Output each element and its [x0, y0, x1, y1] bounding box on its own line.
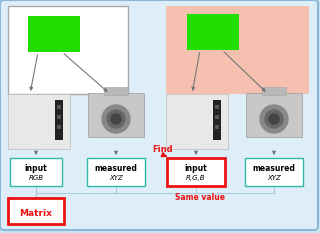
Bar	[215, 115, 219, 119]
Circle shape	[269, 114, 279, 124]
Bar	[166, 6, 309, 94]
Bar	[88, 93, 144, 137]
Bar	[28, 16, 80, 52]
Bar	[104, 87, 128, 95]
Text: R,G,B: R,G,B	[186, 175, 206, 181]
Bar	[167, 158, 225, 186]
Bar	[213, 100, 221, 140]
Bar	[87, 158, 145, 186]
Bar	[246, 93, 302, 137]
Text: Find: Find	[153, 145, 173, 154]
Bar	[57, 115, 61, 119]
Circle shape	[260, 105, 288, 133]
Bar	[57, 105, 61, 109]
Text: measured: measured	[252, 164, 295, 173]
Text: XYZ: XYZ	[267, 175, 281, 181]
Text: XYZ: XYZ	[109, 175, 123, 181]
Bar	[166, 94, 228, 149]
Bar	[55, 100, 63, 140]
Bar	[215, 125, 219, 129]
Text: input: input	[25, 164, 47, 173]
Bar	[245, 158, 303, 186]
Bar	[8, 6, 128, 94]
Bar	[187, 14, 239, 50]
Bar	[10, 158, 62, 186]
Circle shape	[102, 105, 130, 133]
Text: Same value: Same value	[175, 193, 225, 202]
Text: RGB: RGB	[28, 175, 44, 181]
Bar	[8, 94, 70, 149]
Bar	[57, 125, 61, 129]
Text: measured: measured	[95, 164, 137, 173]
Bar	[8, 198, 64, 224]
Text: Matrix: Matrix	[20, 209, 52, 219]
Text: input: input	[185, 164, 207, 173]
Circle shape	[111, 114, 121, 124]
Circle shape	[107, 110, 125, 128]
Circle shape	[265, 110, 283, 128]
Bar	[215, 105, 219, 109]
Bar	[262, 87, 286, 95]
